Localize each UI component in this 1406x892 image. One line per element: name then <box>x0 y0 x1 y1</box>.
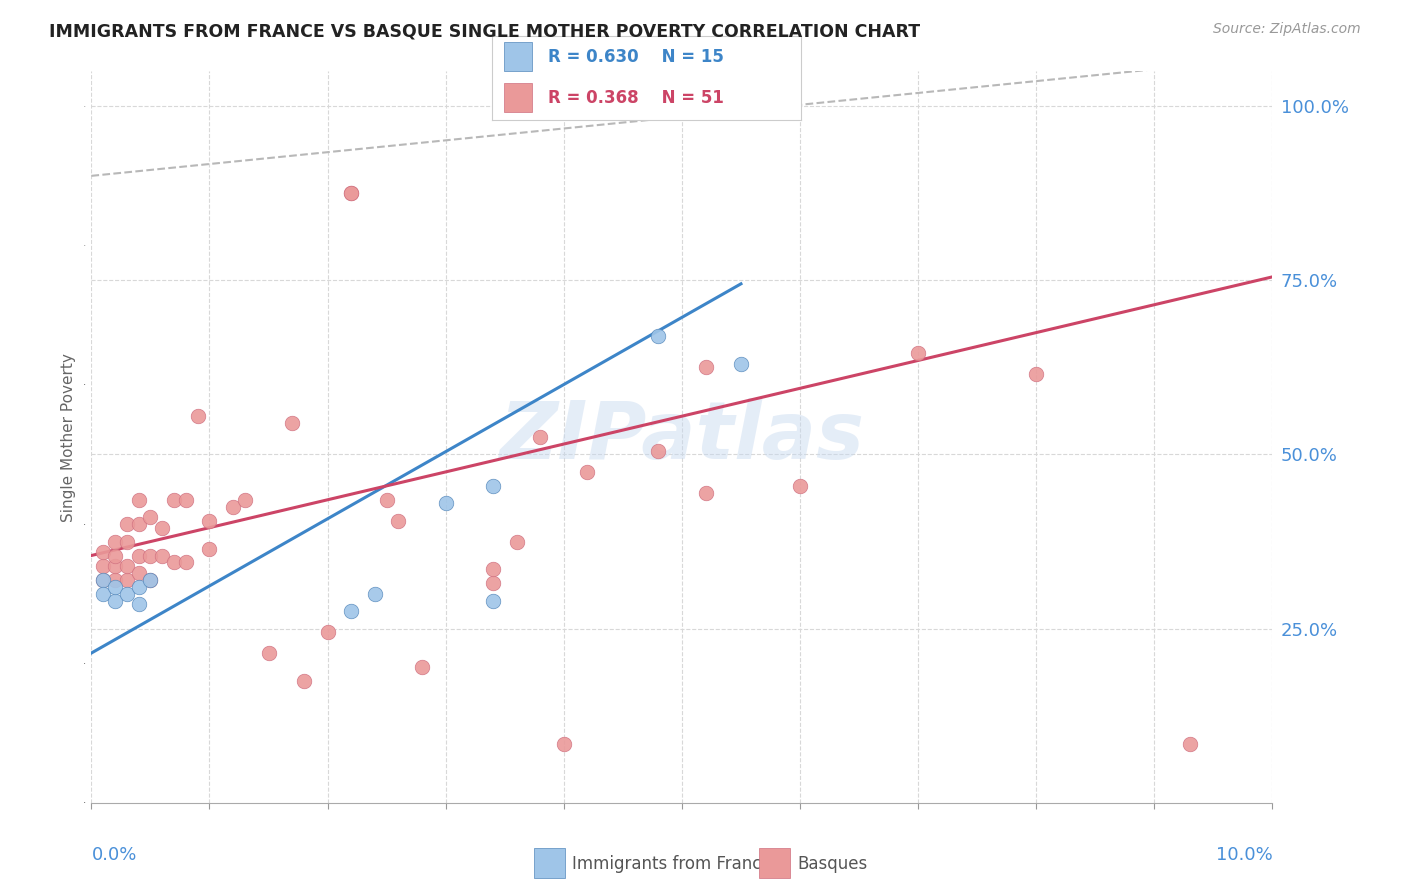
Point <box>233 492 256 507</box>
Point <box>139 510 162 524</box>
Point <box>115 587 138 601</box>
Point <box>104 594 127 608</box>
Bar <box>505 83 533 112</box>
Point <box>198 541 221 556</box>
Point <box>115 558 138 573</box>
Point <box>128 580 150 594</box>
Point <box>292 673 315 688</box>
Point <box>789 479 811 493</box>
Point <box>91 573 114 587</box>
Text: R = 0.368    N = 51: R = 0.368 N = 51 <box>548 88 724 106</box>
Point <box>529 430 551 444</box>
Point <box>257 646 280 660</box>
Point <box>128 517 150 532</box>
Point <box>695 485 717 500</box>
Point <box>128 549 150 563</box>
Point <box>434 496 457 510</box>
Point <box>647 329 669 343</box>
Point <box>174 556 197 570</box>
Point <box>128 492 150 507</box>
Point <box>1025 368 1047 382</box>
Point <box>364 587 387 601</box>
Point <box>482 576 505 591</box>
Point <box>150 549 173 563</box>
Point <box>505 534 527 549</box>
Text: R = 0.630    N = 15: R = 0.630 N = 15 <box>548 48 724 66</box>
Point <box>340 186 363 201</box>
Point <box>139 573 162 587</box>
Point <box>222 500 245 514</box>
Text: 10.0%: 10.0% <box>1216 846 1272 864</box>
Point <box>553 737 575 751</box>
Point <box>91 573 114 587</box>
Point <box>104 558 127 573</box>
Point <box>375 492 398 507</box>
Text: 0.0%: 0.0% <box>91 846 136 864</box>
Point <box>104 549 127 563</box>
Point <box>340 604 363 618</box>
Point <box>163 556 186 570</box>
Point <box>91 558 114 573</box>
Point <box>281 416 304 430</box>
Point <box>198 514 221 528</box>
Point <box>576 465 599 479</box>
Text: Immigrants from France: Immigrants from France <box>572 855 772 873</box>
Point <box>387 514 409 528</box>
Point <box>139 549 162 563</box>
Point <box>907 346 929 360</box>
Point <box>128 566 150 580</box>
Point <box>104 573 127 587</box>
Point <box>411 660 433 674</box>
Point <box>115 517 138 532</box>
Bar <box>505 43 533 71</box>
Point <box>316 625 339 640</box>
Text: Source: ZipAtlas.com: Source: ZipAtlas.com <box>1213 22 1361 37</box>
Point <box>647 444 669 458</box>
Text: IMMIGRANTS FROM FRANCE VS BASQUE SINGLE MOTHER POVERTY CORRELATION CHART: IMMIGRANTS FROM FRANCE VS BASQUE SINGLE … <box>49 22 921 40</box>
Point <box>115 534 138 549</box>
Point <box>150 521 173 535</box>
Point <box>104 580 127 594</box>
Point <box>128 597 150 611</box>
Point <box>482 562 505 576</box>
Point <box>91 545 114 559</box>
Text: Basques: Basques <box>797 855 868 873</box>
Point <box>340 186 363 201</box>
Point <box>187 409 209 424</box>
Point <box>482 479 505 493</box>
Point <box>1178 737 1201 751</box>
Point <box>695 360 717 375</box>
Point <box>115 573 138 587</box>
Point <box>104 534 127 549</box>
Text: ZIPatlas: ZIPatlas <box>499 398 865 476</box>
Point <box>139 573 162 587</box>
Point <box>482 594 505 608</box>
Y-axis label: Single Mother Poverty: Single Mother Poverty <box>60 352 76 522</box>
Point <box>174 492 197 507</box>
Point <box>91 587 114 601</box>
Point <box>163 492 186 507</box>
Point <box>730 357 752 371</box>
